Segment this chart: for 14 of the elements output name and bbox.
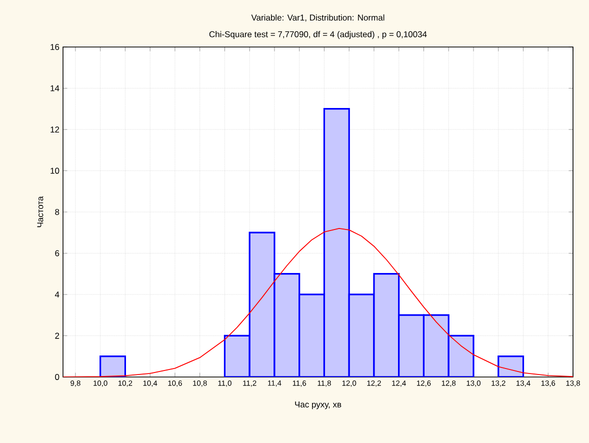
y-tick-label: 4 [54,292,60,298]
y-axis-title: Частота [37,196,44,228]
y-tick-label: 8 [55,208,60,215]
y-tick-label: 16 [50,44,60,50]
y-tick-label: 14 [50,85,60,92]
y-tick-label: 12 [50,126,60,132]
y-tick-label: 6 [55,250,60,256]
chart-title: Variable: Var1, Distribution: Normal [251,14,384,22]
y-tick-label: 10 [50,168,60,174]
y-tick-label: 2 [55,332,60,339]
line-series [63,228,574,377]
chart-subtitle: Chi-Square test = 7,77090, df = 4 (adjusted) , p = 0,10034 [209,31,427,39]
y-tick-label: 0 [55,374,60,380]
x-axis-title: Час руху, хв [295,402,342,410]
